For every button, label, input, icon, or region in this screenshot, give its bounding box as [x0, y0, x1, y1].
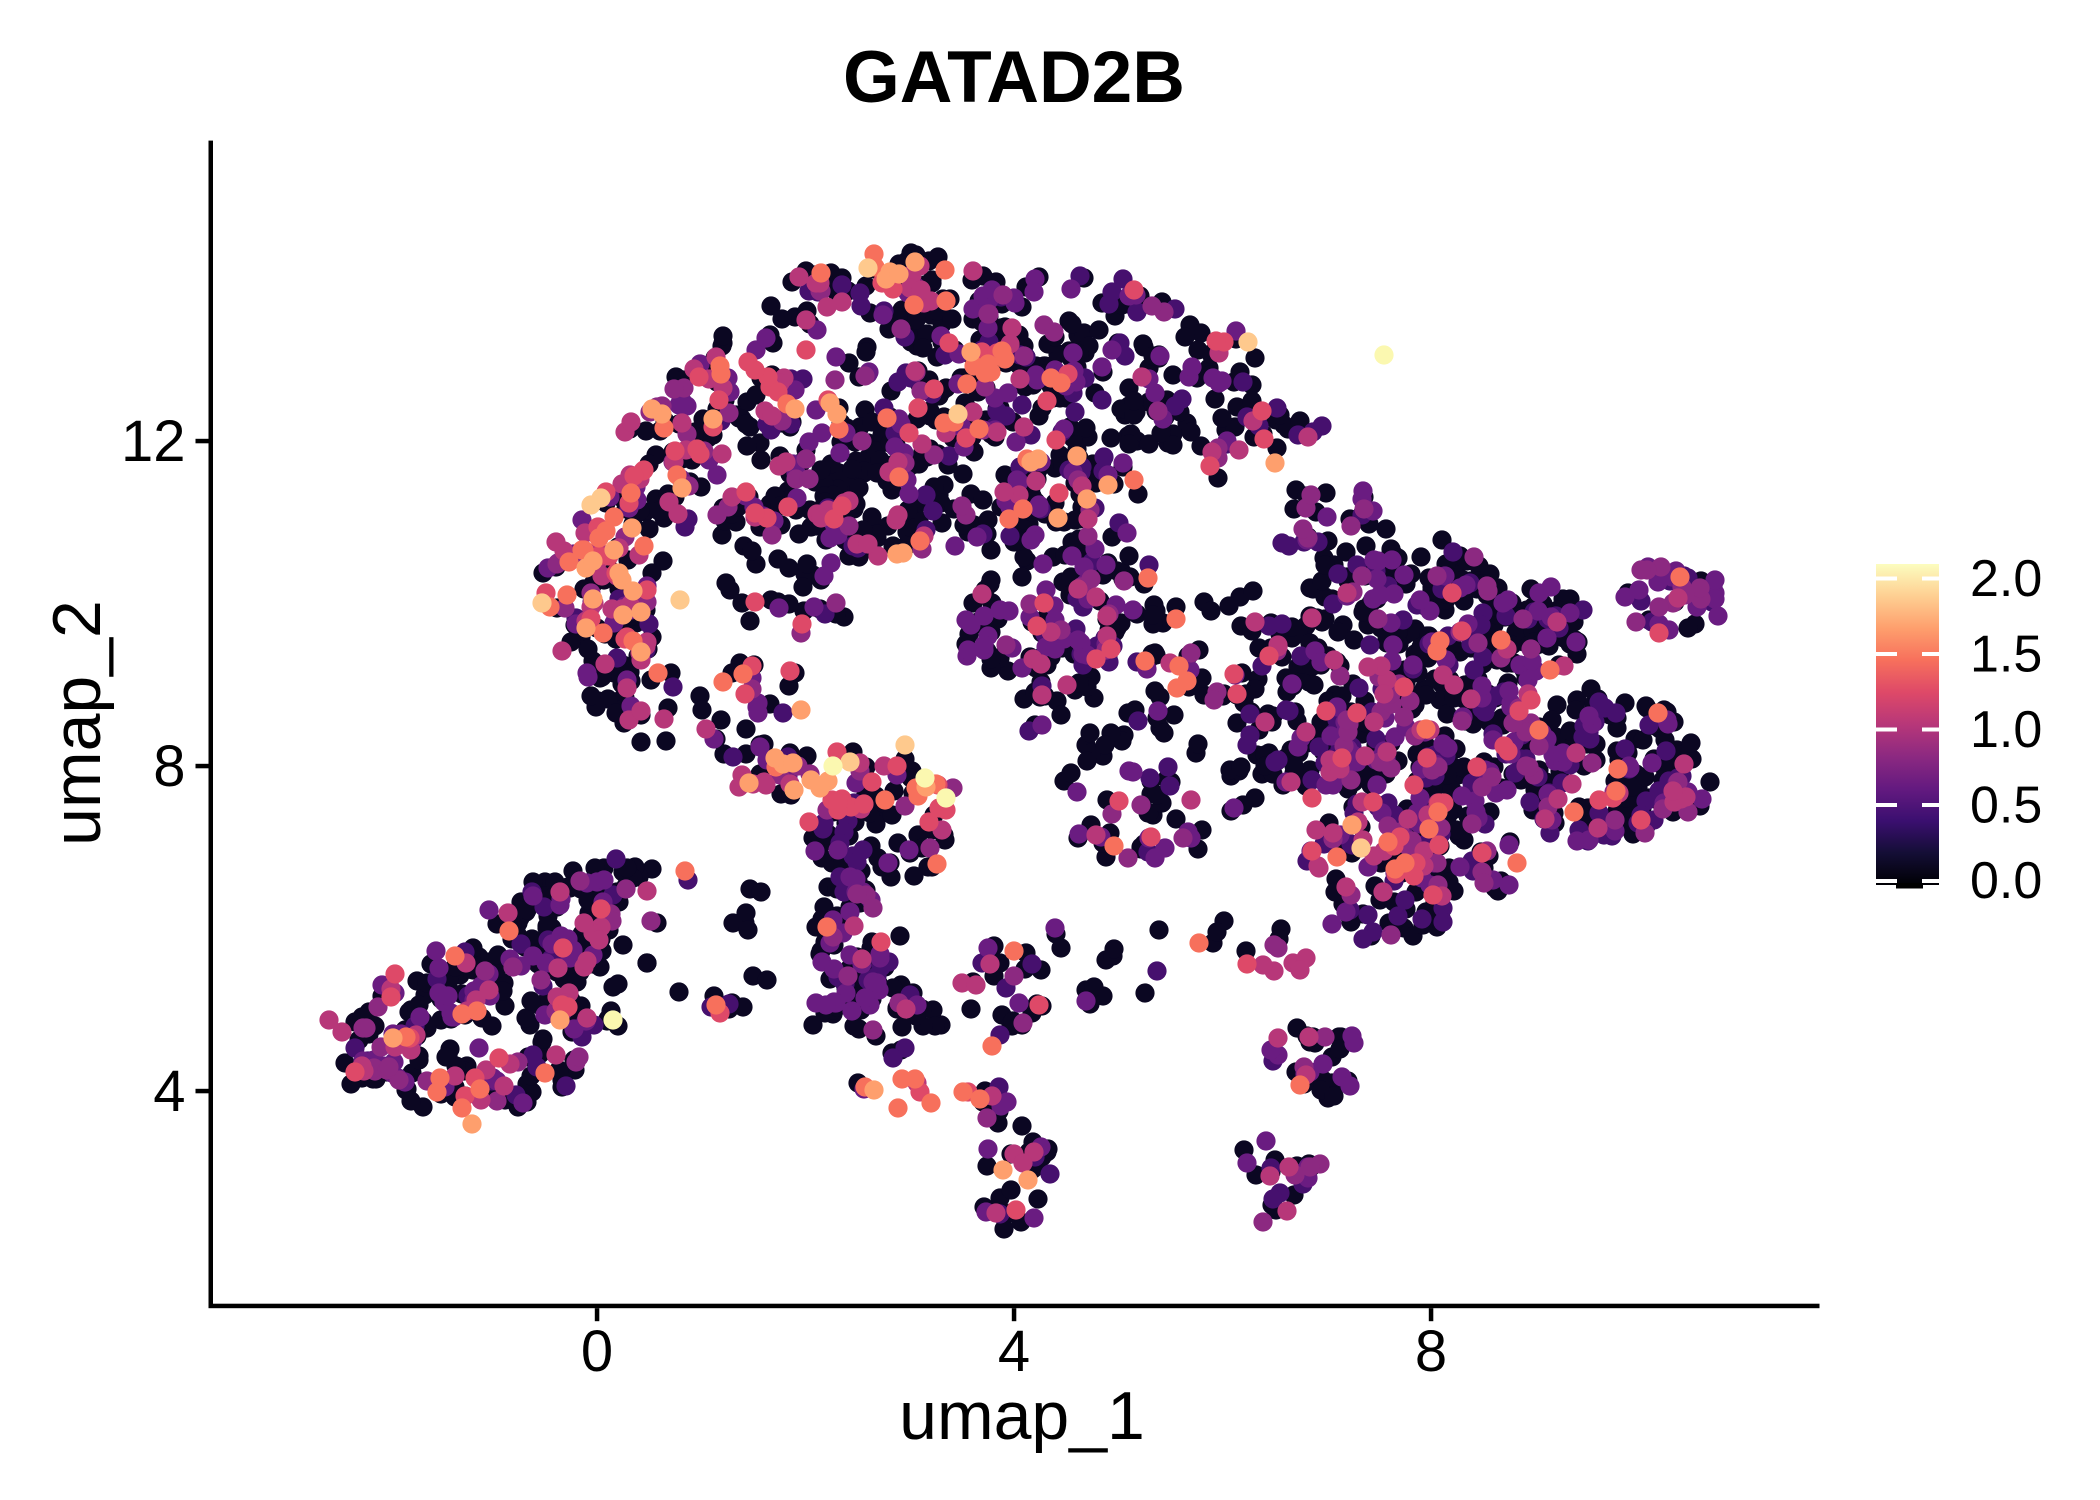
- svg-text:4: 4: [153, 1059, 185, 1124]
- svg-text:2.0: 2.0: [1970, 550, 2042, 608]
- svg-text:umap_2: umap_2: [39, 600, 115, 846]
- svg-text:umap_1: umap_1: [899, 1378, 1145, 1454]
- svg-text:1.5: 1.5: [1970, 626, 2042, 684]
- svg-text:12: 12: [121, 409, 186, 474]
- svg-text:4: 4: [998, 1319, 1030, 1384]
- svg-text:0: 0: [581, 1319, 613, 1384]
- svg-text:GATAD2B: GATAD2B: [843, 37, 1185, 118]
- svg-text:1.0: 1.0: [1970, 701, 2042, 759]
- svg-text:0.0: 0.0: [1970, 852, 2042, 910]
- svg-text:0.5: 0.5: [1970, 777, 2042, 835]
- svg-text:8: 8: [1415, 1319, 1447, 1384]
- svg-text:8: 8: [153, 734, 185, 799]
